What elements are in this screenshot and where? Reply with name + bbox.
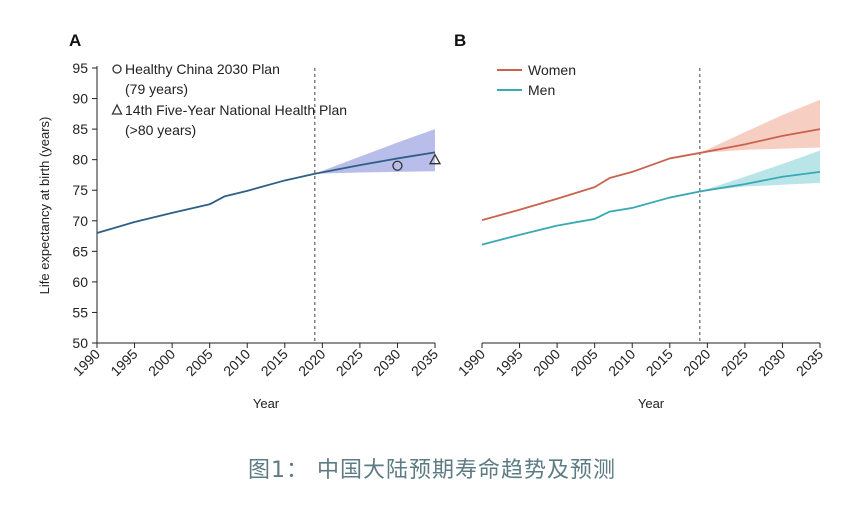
panel-label: A xyxy=(69,31,81,50)
x-tick-label: 2025 xyxy=(333,346,366,379)
x-tick-label: 2035 xyxy=(793,346,826,379)
legend-label: Healthy China 2030 Plan xyxy=(125,61,280,77)
y-axis-title: Life expectancy at birth (years) xyxy=(37,117,52,295)
x-tick-label: 2030 xyxy=(755,346,788,379)
y-tick-label: 85 xyxy=(72,121,88,137)
uncertainty-band-china xyxy=(314,129,435,174)
legend-triangle-icon xyxy=(111,103,123,115)
x-axis-title: Year xyxy=(253,396,280,411)
x-tick-label: 2005 xyxy=(182,346,215,379)
y-tick-label: 60 xyxy=(72,274,88,290)
series-line-women xyxy=(481,128,821,222)
target-marker-circle xyxy=(392,160,403,171)
x-axis-title: Year xyxy=(638,396,665,411)
y-tick-label: 80 xyxy=(72,152,88,168)
y-tick-label: 55 xyxy=(72,304,88,320)
x-tick-label: 2030 xyxy=(370,346,403,379)
x-tick-label: 2005 xyxy=(567,346,600,379)
y-tick-label: 65 xyxy=(72,243,88,259)
y-tick-label: 70 xyxy=(72,213,88,229)
x-tick-label: 2015 xyxy=(258,346,291,379)
series-line-men xyxy=(481,170,821,246)
y-tick-label: 50 xyxy=(72,335,88,351)
series-line-china xyxy=(96,151,436,234)
x-tick-label: 1995 xyxy=(492,346,525,379)
x-tick-label: 2015 xyxy=(643,346,676,379)
uncertainty-band-men xyxy=(699,150,820,192)
x-tick-label: 2020 xyxy=(680,346,713,379)
x-tick-label: 2010 xyxy=(605,346,638,379)
x-tick-label: 2010 xyxy=(220,346,253,379)
panel-a: A 50 55 60 65 70 75 80 85 90 95 Life expectancy at … xyxy=(37,31,441,411)
legend-label-men: Men xyxy=(528,82,555,98)
panel-b: B 1990 1995 2000 2005 2010 2015 2020 2025 2030 203… xyxy=(454,31,826,411)
x-tick-label: 2025 xyxy=(718,346,751,379)
panel-label: B xyxy=(454,31,466,50)
uncertainty-band-women xyxy=(699,99,820,153)
y-tick-label: 95 xyxy=(72,60,88,76)
x-tick-label: 2000 xyxy=(145,346,178,379)
target-marker-triangle xyxy=(428,153,442,165)
legend-sublabel: (>80 years) xyxy=(125,122,196,138)
y-tick-label: 90 xyxy=(72,91,88,107)
legend-label: 14th Five-Year National Health Plan xyxy=(125,102,347,118)
figure-caption: 图1： 中国大陆预期寿命趋势及预测 xyxy=(248,458,616,483)
x-tick-label: 1995 xyxy=(107,346,140,379)
x-tick-label: 2035 xyxy=(408,346,441,379)
y-tick-label: 75 xyxy=(72,182,88,198)
chart-canvas: A 50 55 60 65 70 75 80 85 90 95 Life expectancy at … xyxy=(37,31,826,411)
legend-sublabel: (79 years) xyxy=(125,81,188,97)
x-tick-label: 2020 xyxy=(295,346,328,379)
legend-label-women: Women xyxy=(528,62,576,78)
legend-circle-icon xyxy=(112,64,122,74)
x-tick-label: 1990 xyxy=(455,346,488,379)
x-tick-label: 2000 xyxy=(530,346,563,379)
